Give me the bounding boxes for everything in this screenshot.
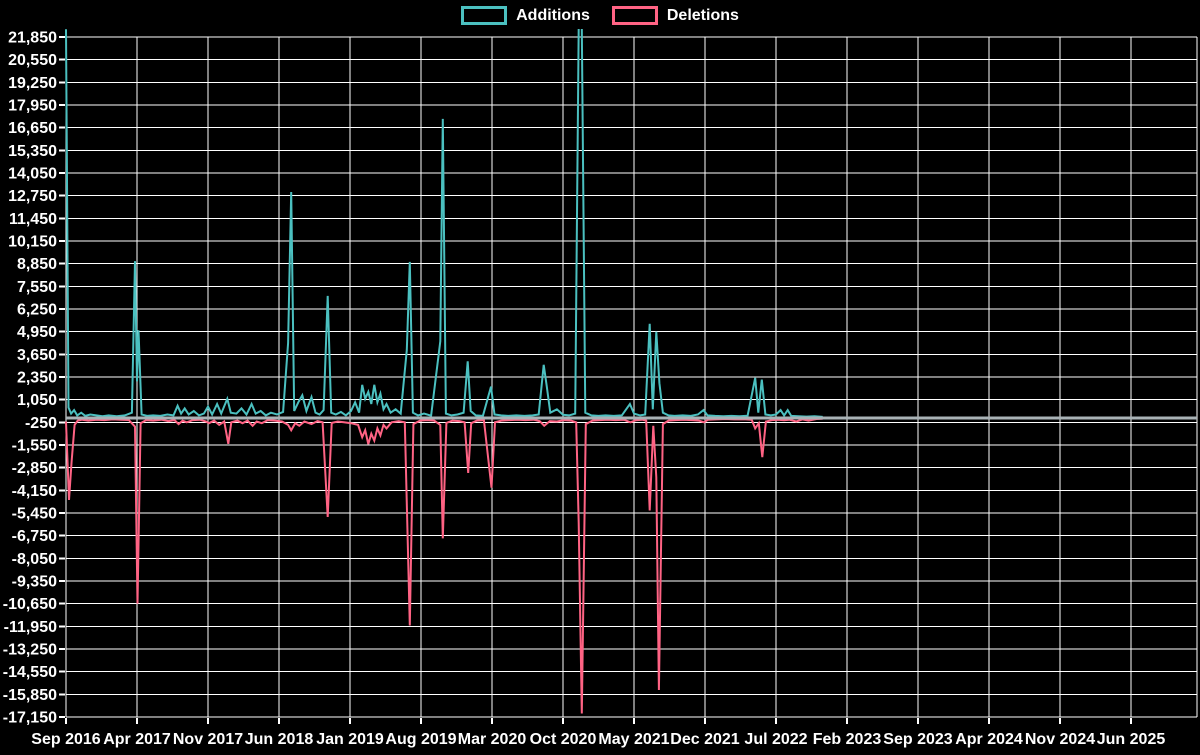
x-axis-label: Jul 2022	[744, 731, 807, 748]
x-axis-label: Sep 2016	[31, 731, 100, 748]
x-axis-label: Mar 2020	[458, 731, 527, 748]
y-axis-label: 1,050	[17, 392, 57, 409]
y-axis-label: 2,350	[17, 370, 57, 387]
y-axis-label: 12,750	[8, 188, 57, 205]
y-axis-label: -4,150	[12, 483, 57, 500]
deletions-line	[65, 417, 823, 714]
y-axis-label: 19,250	[8, 75, 57, 92]
x-axis-label: Feb 2023	[813, 731, 882, 748]
y-axis-label: 4,950	[17, 324, 57, 341]
y-axis-label: 21,850	[8, 30, 57, 47]
x-axis-label: Aug 2019	[385, 731, 456, 748]
y-axis-label: 16,650	[8, 120, 57, 137]
deletions-swatch-icon	[611, 6, 658, 25]
x-axis-label: Nov 2024	[1025, 731, 1095, 748]
y-axis-label: -9,350	[12, 574, 57, 591]
y-axis-label: 8,850	[17, 256, 57, 273]
chart-legend: Additions Deletions	[0, 6, 1200, 25]
y-axis-label: -5,450	[12, 506, 57, 523]
y-axis-label: 3,650	[17, 347, 57, 364]
x-axis-label: Jun 2018	[245, 731, 314, 748]
additions-line	[65, 29, 823, 418]
y-axis-label: -15,850	[3, 687, 57, 704]
x-axis-label: Jan 2019	[316, 731, 384, 748]
y-axis-label: 14,050	[8, 166, 57, 183]
legend-item-additions[interactable]: Additions	[461, 6, 590, 25]
y-axis-label: -17,150	[3, 710, 57, 727]
x-axis-label: Jun 2025	[1097, 731, 1166, 748]
x-axis-label: Apr 2017	[103, 731, 171, 748]
x-axis-label: Nov 2017	[173, 731, 243, 748]
x-axis-label: Dec 2021	[670, 731, 739, 748]
y-axis-label: 7,550	[17, 279, 57, 296]
y-axis-label: 17,950	[8, 98, 57, 115]
legend-label-additions: Additions	[516, 6, 590, 24]
y-axis-label: -1,550	[12, 438, 57, 455]
legend-label-deletions: Deletions	[666, 6, 739, 24]
y-axis-label: 20,550	[8, 52, 57, 69]
y-axis-label: -13,250	[3, 642, 57, 659]
additions-swatch-icon	[461, 6, 508, 25]
x-axis-label: Apr 2024	[955, 731, 1023, 748]
y-axis-label: -2,850	[12, 460, 57, 477]
y-axis-label: -14,550	[3, 664, 57, 681]
y-axis-label: -6,750	[12, 528, 57, 545]
y-axis-label: -250	[25, 415, 57, 432]
x-axis-label: Sep 2023	[883, 731, 952, 748]
y-axis-label: 15,350	[8, 143, 57, 160]
y-axis-label: 11,450	[9, 211, 57, 228]
y-axis-label: -8,050	[12, 551, 57, 568]
y-axis-label: 10,150	[8, 234, 57, 251]
y-axis-label: -10,650	[3, 596, 57, 613]
x-axis-label: Oct 2020	[530, 731, 597, 748]
y-axis-label: -11,950	[4, 619, 57, 636]
y-axis-label: 6,250	[17, 302, 57, 319]
x-axis-label: May 2021	[598, 731, 669, 748]
legend-item-deletions[interactable]: Deletions	[611, 6, 739, 25]
